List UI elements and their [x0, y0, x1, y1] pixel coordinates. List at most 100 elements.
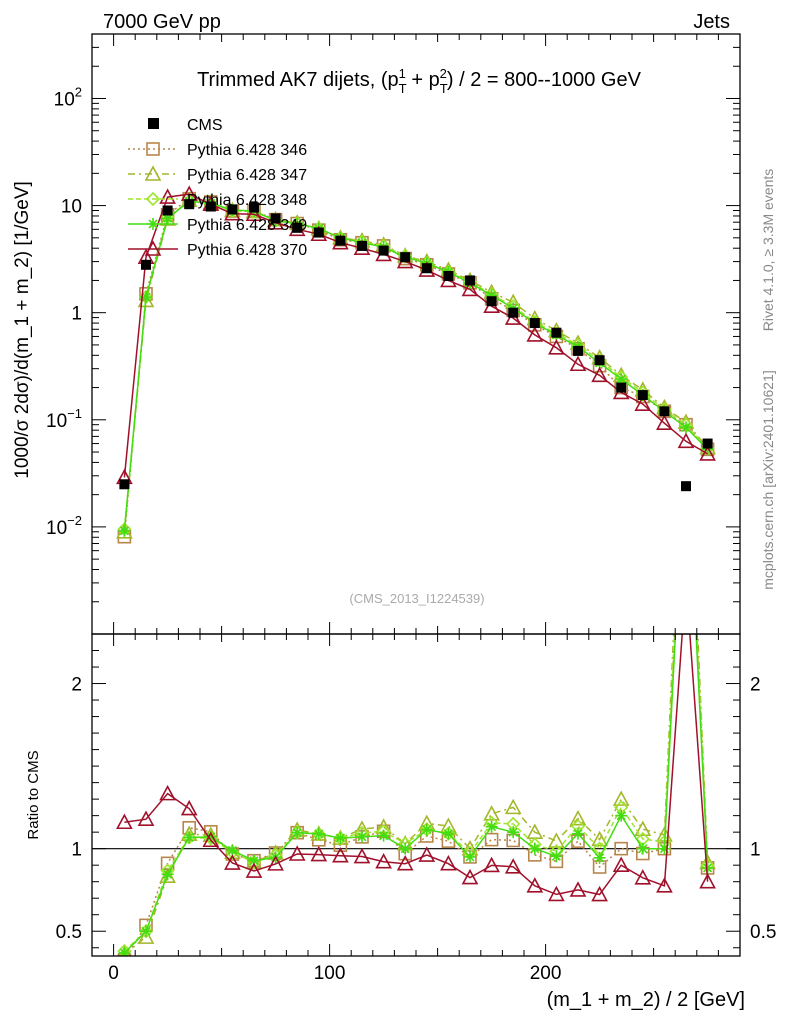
- legend-label-1: Pythia 6.428 347: [187, 167, 307, 184]
- legend-marker-4: [144, 240, 162, 256]
- ratio-4-point: [461, 868, 479, 885]
- ratio-4-point: [569, 881, 587, 897]
- series-3-point: [118, 524, 131, 537]
- x-tick-label: 200: [530, 963, 562, 984]
- ratio-4-point: [310, 845, 328, 862]
- ratio-4-point: [375, 853, 392, 869]
- ratio-3-point: [312, 827, 325, 840]
- cms-data-point: [292, 222, 303, 233]
- ratio-3-point: [528, 842, 541, 855]
- ratio-4-point: [332, 847, 349, 863]
- cms-data-point: [270, 213, 281, 224]
- ratio-1-point: [483, 805, 500, 821]
- legend-marker-2: [145, 191, 161, 207]
- series-3-point: [701, 443, 714, 456]
- ratio-3-point: [485, 820, 498, 833]
- cms-data-point: [162, 205, 173, 216]
- ratio-4-point: [634, 869, 652, 885]
- ratio-1-point: [634, 820, 652, 837]
- cms-data-point: [681, 481, 691, 492]
- cms-data-point: [335, 235, 346, 246]
- series-3-point: [485, 289, 498, 302]
- ratio-3-point: [291, 826, 304, 839]
- ratio-3-point: [183, 831, 196, 844]
- chart-title: Trimmed AK7 dijets, (pT1 + pT2) / 2 = 80…: [197, 66, 642, 96]
- legend-label-2: Pythia 6.428 348: [187, 192, 307, 209]
- ratio-4-point: [180, 799, 198, 816]
- series-4-point: [548, 339, 565, 355]
- cms-data-point: [400, 252, 411, 263]
- cms-data-point: [616, 382, 627, 393]
- ratio-3-point: [572, 827, 584, 840]
- series-line-3: [123, 200, 709, 531]
- ratio-3-point: [118, 947, 131, 956]
- ratio-3-point: [636, 842, 649, 855]
- legend-marker-3: [147, 218, 159, 230]
- ratio-0-point: [614, 841, 629, 856]
- series-4-point: [526, 326, 544, 342]
- y-tick-label: 10−2: [46, 513, 82, 539]
- ratio-4-point: [591, 885, 608, 902]
- ratio-panel: [92, 634, 740, 956]
- y-axis-label: 1000/σ 2dσ)/d(m_1 + m_2) [1/GeV]: [12, 181, 33, 479]
- cms-data-point: [421, 263, 432, 274]
- ratio-1-point: [159, 867, 176, 883]
- series-3-point: [161, 212, 174, 225]
- y-tick-label: 102: [54, 84, 82, 110]
- ratio-tick-label-right: 1: [750, 840, 761, 861]
- ratio-4-point: [245, 862, 263, 878]
- cms-data-point: [659, 406, 670, 417]
- ratio-4-point: [612, 856, 630, 872]
- ratio-tick-label: 2: [71, 675, 82, 696]
- ratio-4-point: [267, 855, 284, 871]
- ratio-line-4: [124, 634, 709, 896]
- ratio-4-point: [116, 813, 133, 830]
- y-tick-label: 1: [71, 304, 82, 325]
- ratio-3-point: [464, 850, 476, 863]
- ratio-4-point: [418, 846, 436, 862]
- ratio-line-3: [123, 634, 709, 954]
- ratio-3-point: [226, 844, 239, 857]
- x-axis-label: (m_1 + m_2) / 2 [GeV]: [547, 989, 745, 1011]
- ratio-4-point: [224, 854, 241, 870]
- legend-label-4: Pythia 6.428 370: [187, 242, 307, 259]
- ratio-4-point: [548, 885, 565, 902]
- analysis-watermark: (CMS_2013_I1224539): [349, 591, 484, 606]
- cms-data-point: [249, 202, 259, 213]
- ratio-1-point: [137, 928, 155, 944]
- cms-data-point: [378, 245, 389, 256]
- legend-label-3: Pythia 6.428 349: [187, 217, 307, 234]
- header-left: 7000 GeV pp: [103, 11, 221, 33]
- ratio-0-point: [484, 832, 499, 847]
- ratio-4-point: [526, 877, 544, 893]
- ratio-3-point: [334, 832, 347, 845]
- ratio-4-point: [483, 856, 500, 873]
- ratio-3-point: [442, 827, 455, 840]
- cms-data-point: [551, 327, 562, 338]
- ratio-3-point: [248, 854, 260, 867]
- ratio-1-point: [591, 830, 608, 847]
- ratio-3-point: [399, 842, 412, 855]
- mcplots-label: mcplots.cern.ch [arXiv:2401.10621]: [760, 370, 776, 589]
- cms-data-point: [702, 438, 713, 449]
- series-4-point: [569, 355, 587, 372]
- ratio-4-point: [440, 854, 457, 871]
- x-tick-label: 100: [314, 963, 346, 984]
- ratio-3-point: [140, 925, 152, 938]
- cms-data-point: [313, 227, 324, 238]
- series-4-point: [159, 188, 176, 204]
- rivet-label: Rivet 4.1.0, ≥ 3.3M events: [760, 169, 776, 332]
- cms-data-point: [573, 345, 583, 356]
- cms-data-point: [443, 271, 454, 282]
- cms-data-point: [594, 355, 605, 366]
- ratio-1-point: [548, 832, 565, 848]
- ratio-4-point: [159, 784, 176, 801]
- y-tick-label: 10−1: [46, 406, 82, 432]
- ratio-3-point: [550, 850, 563, 863]
- series-4-point: [677, 432, 695, 449]
- ratio-3-point: [420, 823, 433, 836]
- cms-data-point: [508, 307, 519, 318]
- series-3-point: [615, 373, 628, 386]
- ratio-y-axis-label: Ratio to CMS: [25, 750, 42, 839]
